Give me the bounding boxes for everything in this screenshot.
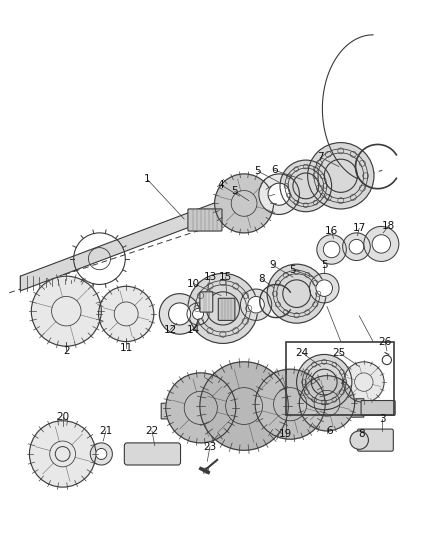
Circle shape <box>349 239 364 254</box>
Circle shape <box>215 174 274 233</box>
Text: 9: 9 <box>269 260 276 270</box>
Text: 6: 6 <box>326 426 333 436</box>
Text: 1: 1 <box>144 174 151 184</box>
Text: 12: 12 <box>164 325 177 335</box>
Circle shape <box>90 443 113 465</box>
Text: 13: 13 <box>203 272 217 282</box>
Circle shape <box>240 289 272 320</box>
Circle shape <box>310 273 339 303</box>
Circle shape <box>29 421 96 487</box>
Text: 16: 16 <box>325 226 338 236</box>
Circle shape <box>32 276 101 346</box>
Circle shape <box>350 431 368 449</box>
Circle shape <box>267 264 326 323</box>
Circle shape <box>268 183 290 205</box>
Circle shape <box>297 354 352 410</box>
FancyBboxPatch shape <box>200 292 213 312</box>
Text: 2: 2 <box>63 346 70 356</box>
Circle shape <box>316 280 332 296</box>
Circle shape <box>96 448 107 459</box>
Bar <box>286 342 394 415</box>
Text: 5: 5 <box>321 260 328 270</box>
Text: 4: 4 <box>218 180 224 190</box>
Circle shape <box>166 373 236 443</box>
Text: 8: 8 <box>358 429 364 439</box>
Text: 3: 3 <box>379 414 385 424</box>
Circle shape <box>99 286 154 342</box>
Text: 20: 20 <box>56 412 69 422</box>
Circle shape <box>343 233 370 261</box>
Circle shape <box>193 309 204 319</box>
Text: 8: 8 <box>258 274 265 284</box>
Circle shape <box>255 369 325 439</box>
Circle shape <box>343 362 384 402</box>
Text: 24: 24 <box>296 348 309 358</box>
Circle shape <box>200 362 288 450</box>
Text: 22: 22 <box>145 426 159 436</box>
FancyBboxPatch shape <box>357 429 393 451</box>
Circle shape <box>248 296 265 313</box>
Circle shape <box>307 143 374 209</box>
Polygon shape <box>161 399 364 419</box>
Text: 18: 18 <box>382 221 396 230</box>
Circle shape <box>187 303 209 325</box>
Circle shape <box>259 174 299 214</box>
FancyBboxPatch shape <box>218 298 235 320</box>
Circle shape <box>364 227 399 261</box>
Text: 15: 15 <box>219 272 232 282</box>
Text: 14: 14 <box>187 325 200 335</box>
Text: 17: 17 <box>353 223 366 233</box>
Text: 5: 5 <box>290 265 296 274</box>
Text: 26: 26 <box>378 336 392 346</box>
Text: 6: 6 <box>271 165 278 175</box>
Text: 19: 19 <box>279 429 292 439</box>
Circle shape <box>169 303 191 325</box>
FancyBboxPatch shape <box>124 443 180 465</box>
FancyBboxPatch shape <box>188 209 222 231</box>
Text: 10: 10 <box>187 279 200 288</box>
Text: 21: 21 <box>99 426 113 436</box>
Circle shape <box>188 273 258 343</box>
Polygon shape <box>20 152 350 291</box>
Text: 23: 23 <box>203 441 217 451</box>
Text: 11: 11 <box>120 343 133 353</box>
Text: 7: 7 <box>317 152 324 163</box>
Circle shape <box>159 294 200 334</box>
FancyBboxPatch shape <box>361 400 395 415</box>
Circle shape <box>280 160 332 212</box>
Text: 25: 25 <box>332 348 346 358</box>
Text: 5: 5 <box>254 166 261 176</box>
Circle shape <box>323 241 340 258</box>
Circle shape <box>372 235 391 253</box>
Circle shape <box>317 235 346 264</box>
Circle shape <box>299 376 355 431</box>
Text: 5: 5 <box>232 187 238 197</box>
